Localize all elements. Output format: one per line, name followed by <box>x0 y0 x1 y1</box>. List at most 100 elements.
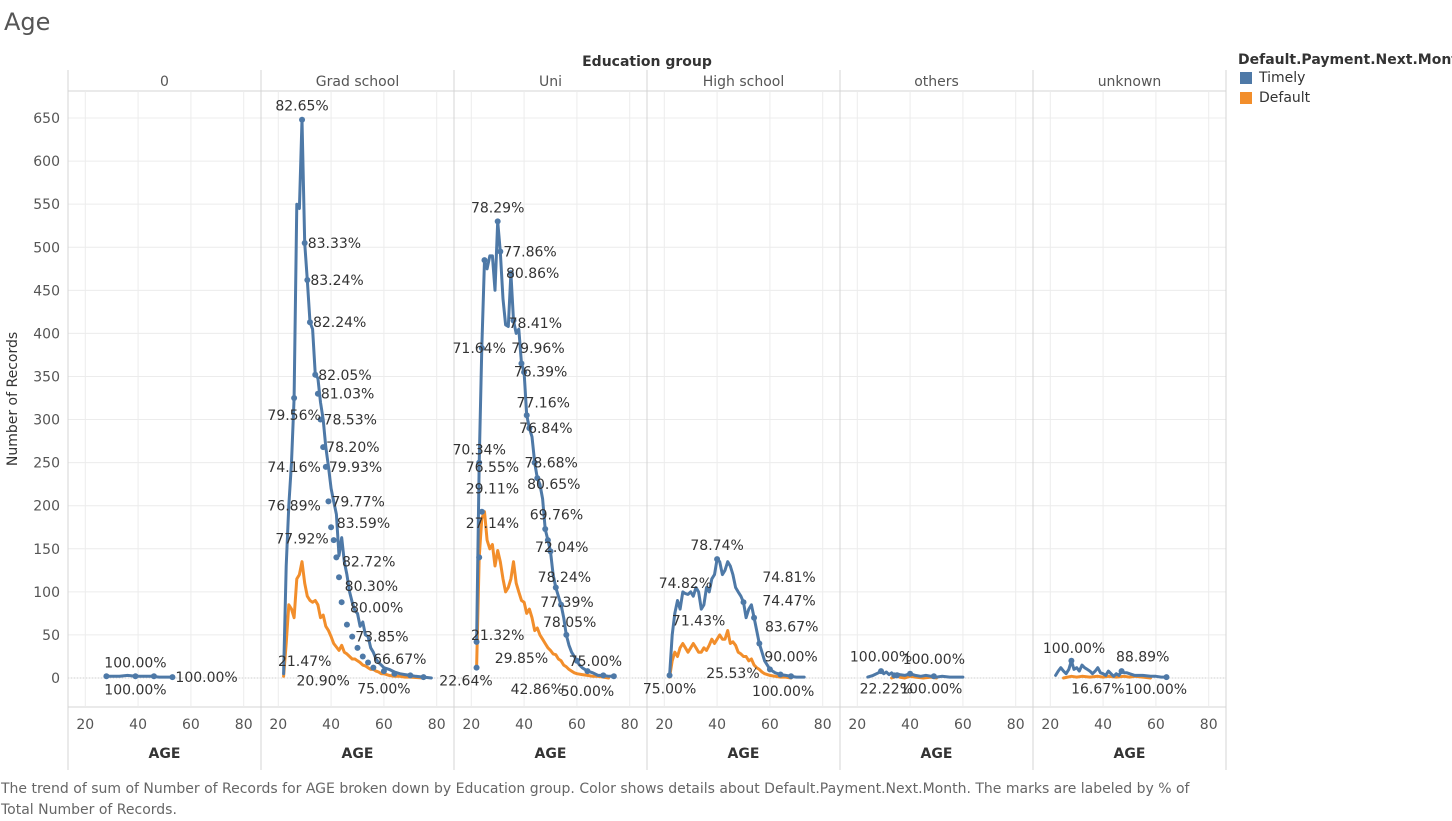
data-point[interactable] <box>380 668 387 675</box>
data-point[interactable] <box>766 666 773 673</box>
data-point[interactable] <box>523 412 530 419</box>
x-tick-label: 40 <box>322 717 340 733</box>
data-point[interactable] <box>531 459 538 466</box>
data-point[interactable] <box>473 664 480 671</box>
data-point[interactable] <box>494 218 501 225</box>
data-point[interactable] <box>497 248 504 255</box>
data-point[interactable] <box>507 270 514 277</box>
data-point[interactable] <box>320 444 327 451</box>
data-point[interactable] <box>1118 668 1125 675</box>
data-point[interactable] <box>666 672 673 679</box>
data-point[interactable] <box>132 673 139 680</box>
data-point[interactable] <box>306 319 313 326</box>
series-line-default[interactable] <box>475 510 611 680</box>
data-point[interactable] <box>476 554 483 561</box>
series-line-timely[interactable] <box>668 557 806 679</box>
data-point[interactable] <box>304 276 311 283</box>
series-line-timely[interactable] <box>282 118 433 680</box>
data-point[interactable] <box>481 257 488 264</box>
data-point[interactable] <box>291 395 298 402</box>
series-line-default[interactable] <box>668 629 793 680</box>
data-point[interactable] <box>322 463 329 470</box>
data-point[interactable] <box>299 116 306 123</box>
series-line-timely[interactable] <box>1054 659 1168 679</box>
data-label: 77.16% <box>517 395 570 411</box>
data-point[interactable] <box>600 672 607 679</box>
data-point[interactable] <box>370 664 377 671</box>
data-point[interactable] <box>325 498 332 505</box>
data-point[interactable] <box>359 653 366 660</box>
data-point[interactable] <box>510 317 517 324</box>
data-point[interactable] <box>343 621 350 628</box>
data-label: 82.72% <box>342 555 395 571</box>
data-point[interactable] <box>751 614 758 621</box>
data-point[interactable] <box>1068 657 1075 664</box>
data-point[interactable] <box>756 640 763 647</box>
data-point[interactable] <box>518 360 525 367</box>
data-point[interactable] <box>542 525 549 532</box>
data-point[interactable] <box>893 672 900 679</box>
x-tick-label: 20 <box>1041 717 1059 733</box>
facet-label: others <box>914 74 959 90</box>
data-point[interactable] <box>552 584 559 591</box>
data-point[interactable] <box>317 416 324 423</box>
legend-item-default[interactable]: Default <box>1240 88 1452 108</box>
data-point[interactable] <box>407 672 414 679</box>
data-point[interactable] <box>338 599 345 606</box>
data-point[interactable] <box>930 673 937 680</box>
data-point[interactable] <box>534 475 541 482</box>
y-tick-label: 500 <box>33 240 60 256</box>
data-point[interactable] <box>558 601 565 608</box>
legend-swatch-default <box>1240 92 1252 104</box>
legend-item-timely[interactable]: Timely <box>1240 68 1452 88</box>
data-point[interactable] <box>420 674 427 681</box>
series-line-default[interactable] <box>282 560 425 680</box>
data-point[interactable] <box>473 638 480 645</box>
data-point[interactable] <box>478 345 485 352</box>
data-point[interactable] <box>521 369 528 376</box>
series-line-timely[interactable] <box>475 219 616 678</box>
data-point[interactable] <box>103 673 110 680</box>
panel-grad-school: Grad school 20 40 60 80 AGE 82.65% 83.33% 83.24%… <box>267 70 455 770</box>
data-point[interactable] <box>544 537 551 544</box>
data-point[interactable] <box>478 508 485 515</box>
data-point[interactable] <box>740 599 747 606</box>
data-point[interactable] <box>714 556 721 563</box>
data-point[interactable] <box>788 673 795 680</box>
data-point[interactable] <box>349 633 356 640</box>
series-line-timely[interactable] <box>104 673 174 679</box>
data-point[interactable] <box>1163 674 1170 681</box>
data-point[interactable] <box>547 548 554 555</box>
data-point[interactable] <box>907 670 914 677</box>
data-point[interactable] <box>169 674 176 681</box>
data-point[interactable] <box>354 644 361 651</box>
data-point[interactable] <box>365 659 372 666</box>
data-point[interactable] <box>336 574 343 581</box>
data-point[interactable] <box>333 554 340 561</box>
data-point[interactable] <box>573 657 580 664</box>
x-axis-title: AGE <box>149 746 181 762</box>
sheet-title: Age <box>4 8 51 36</box>
color-legend: Default.Payment.Next.Month Timely Defaul… <box>1238 52 1452 108</box>
x-tick-label: 80 <box>235 717 253 733</box>
data-point[interactable] <box>476 459 483 466</box>
data-point[interactable] <box>301 239 308 246</box>
data-point[interactable] <box>584 668 591 675</box>
data-point[interactable] <box>526 425 533 432</box>
data-point[interactable] <box>610 673 617 680</box>
x-tick-label: 60 <box>954 717 972 733</box>
data-label: 83.33% <box>308 236 361 252</box>
data-point[interactable] <box>777 671 784 678</box>
data-point[interactable] <box>314 390 321 397</box>
data-label: 100.00% <box>175 670 237 686</box>
data-point[interactable] <box>391 670 398 677</box>
data-point[interactable] <box>563 631 570 638</box>
data-label: 100.00% <box>752 684 814 700</box>
data-point[interactable] <box>878 668 885 675</box>
data-point[interactable] <box>330 537 337 544</box>
data-point[interactable] <box>328 524 335 531</box>
x-tick-label: 80 <box>1200 717 1218 733</box>
data-point[interactable] <box>150 673 157 680</box>
data-point[interactable] <box>312 371 319 378</box>
